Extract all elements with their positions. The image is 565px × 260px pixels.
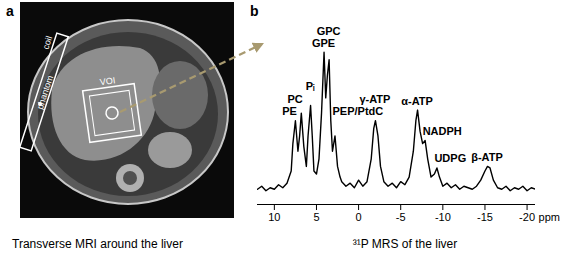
svg-text:0: 0 (356, 211, 362, 223)
svg-text:GPE: GPE (312, 37, 335, 49)
svg-text:-5: -5 (396, 211, 406, 223)
svg-text:10: 10 (268, 211, 280, 223)
svg-text:5: 5 (313, 211, 319, 223)
svg-text:PE: PE (282, 105, 297, 117)
svg-text:GPC: GPC (317, 25, 341, 37)
svg-text:coil: coil (41, 35, 55, 51)
svg-text:-15: -15 (477, 211, 493, 223)
svg-text:b: b (250, 3, 259, 19)
svg-text:a: a (6, 3, 14, 19)
svg-text:Pᵢ: Pᵢ (306, 80, 315, 92)
svg-text:³¹P MRS of the liver: ³¹P MRS of the liver (353, 237, 457, 251)
svg-text:phantom: phantom (35, 74, 55, 110)
svg-text:VOI: VOI (99, 75, 116, 87)
svg-text:NADPH: NADPH (423, 125, 462, 137)
svg-text:ppm: ppm (539, 211, 560, 223)
svg-text:Transverse MRI around the live: Transverse MRI around the liver (12, 237, 183, 251)
svg-text:UDPG: UDPG (434, 152, 466, 164)
svg-text:α-ATP: α-ATP (401, 95, 433, 107)
svg-text:PC: PC (288, 93, 303, 105)
svg-text:-10: -10 (435, 211, 451, 223)
svg-text:-20: -20 (519, 211, 535, 223)
svg-text:PEP/PtdC: PEP/PtdC (333, 105, 384, 117)
svg-text:γ-ATP: γ-ATP (359, 93, 390, 105)
svg-text:β-ATP: β-ATP (471, 151, 503, 163)
